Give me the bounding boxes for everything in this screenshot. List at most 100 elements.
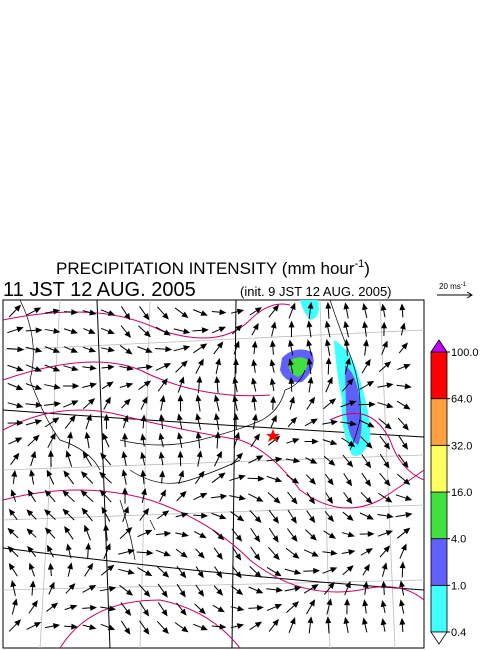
- wind-arrow-head: [143, 313, 150, 321]
- wind-arrow-head: [256, 604, 264, 611]
- vector-scale-arrow: [437, 291, 473, 299]
- wind-arrow-head: [64, 526, 71, 534]
- wind-arrow-head: [326, 598, 333, 606]
- wind-arrow-head: [343, 320, 350, 328]
- wind-arrow-head: [366, 380, 375, 387]
- map-frame: [2, 299, 425, 649]
- wind-arrow-head: [330, 567, 338, 573]
- wind-arrow-head: [343, 338, 350, 346]
- wind-arrow-head: [347, 531, 355, 538]
- wind-arrow-head: [272, 516, 279, 524]
- wind-arrow-head: [53, 328, 61, 334]
- wind-arrow-head: [161, 609, 168, 617]
- colorbar-bin: [430, 584, 448, 633]
- wind-arrow-head: [257, 475, 265, 482]
- wind-arrow-head: [30, 450, 37, 459]
- wind-arrow-head: [235, 553, 242, 561]
- wind-arrow-head: [216, 570, 223, 579]
- wind-arrow-head: [236, 623, 245, 629]
- wind-arrow-head: [346, 565, 354, 572]
- wind-arrow-head: [177, 450, 184, 458]
- colorbar-tick-label: 16.0: [451, 487, 472, 499]
- wind-arrow-head: [399, 303, 406, 311]
- wind-arrow-head: [254, 621, 263, 628]
- wind-arrow-head: [362, 303, 368, 311]
- wind-arrow-head: [125, 589, 134, 596]
- wind-arrow-head: [140, 451, 146, 459]
- wind-arrow-head: [180, 608, 187, 616]
- wind-arrow-head: [329, 398, 337, 405]
- wind-arrow-head: [65, 450, 72, 458]
- wind-arrow-head: [33, 622, 42, 628]
- wind-arrow-head: [380, 618, 387, 626]
- wind-arrow-head: [232, 413, 239, 420]
- wind-arrow-head: [162, 510, 170, 517]
- wind-arrow-head: [308, 396, 316, 404]
- wind-arrow-head: [403, 527, 411, 535]
- wind-arrow-head: [273, 553, 280, 561]
- wind-arrow-head: [325, 357, 332, 365]
- wind-arrow-head: [70, 328, 78, 334]
- wind-arrow-head: [144, 570, 153, 577]
- wind-arrow-head: [8, 563, 15, 571]
- wind-arrow-head: [402, 460, 409, 469]
- wind-arrow-head: [84, 431, 91, 439]
- wind-arrow-head: [183, 345, 191, 351]
- wind-arrow-head: [234, 431, 240, 440]
- wind-arrow-head: [7, 545, 15, 553]
- colorbar-bin: [430, 444, 448, 493]
- wind-arrow-head: [251, 395, 258, 403]
- precipitation: [280, 300, 371, 456]
- wind-arrow-head: [124, 627, 131, 635]
- wind-arrow-head: [102, 432, 109, 441]
- wind-arrow-head: [164, 530, 172, 537]
- wind-arrow-head: [272, 535, 279, 543]
- wind-arrow-head: [324, 338, 331, 347]
- wind-arrow-head: [196, 375, 203, 383]
- wind-arrow-head: [254, 571, 262, 578]
- wind-arrow-head: [383, 479, 391, 487]
- wind-arrow-head: [106, 381, 114, 388]
- wind-arrow-head: [67, 562, 73, 570]
- wind-arrow-head: [399, 322, 406, 330]
- wind-arrow-head: [200, 492, 208, 499]
- wind-arrow-head: [345, 497, 353, 505]
- wind-arrow-head: [270, 321, 277, 329]
- wind-arrow-head: [162, 570, 170, 578]
- wind-arrow-head: [217, 606, 225, 613]
- wind-arrow-head: [256, 495, 264, 502]
- wind-arrow-head: [142, 609, 150, 617]
- wind-arrow-head: [200, 343, 208, 350]
- title-superscript: -1: [355, 258, 365, 270]
- wind-arrow-head: [89, 382, 97, 389]
- wind-arrow-head: [146, 364, 154, 371]
- wind-arrow-head: [330, 549, 338, 556]
- wind-arrow-head: [290, 497, 298, 505]
- wind-arrow-head: [121, 450, 128, 459]
- wind-arrow-head: [290, 516, 297, 524]
- wind-arrow-head: [272, 618, 279, 627]
- wind-arrow-head: [401, 543, 407, 551]
- wind-arrow-head: [127, 568, 135, 575]
- wind-arrow-head: [195, 394, 202, 402]
- colorbar-under: [430, 631, 448, 645]
- wind-arrow-head: [124, 608, 132, 616]
- wind-arrow-head: [256, 455, 264, 462]
- wind-arrow-head: [399, 580, 405, 588]
- wind-arrow-head: [34, 419, 43, 425]
- wind-arrow-head: [288, 358, 294, 366]
- wind-arrow-head: [14, 619, 22, 627]
- wind-arrow-head: [308, 497, 315, 505]
- colorbar-tick-label: 64.0: [451, 394, 472, 406]
- wind-arrow-head: [107, 364, 115, 371]
- wind-arrow-head: [274, 570, 282, 577]
- vector-scale-label: 20 ms-1: [439, 282, 467, 291]
- wind-arrow-head: [160, 489, 166, 497]
- wind-arrow-head: [181, 626, 189, 633]
- wind-arrow-head: [180, 360, 188, 368]
- wind-arrow-head: [143, 590, 151, 598]
- wind-arrow-head: [14, 304, 22, 312]
- wind-arrow-head: [122, 414, 129, 423]
- wind-arrow-head: [289, 302, 296, 310]
- wind-arrow-head: [364, 358, 371, 367]
